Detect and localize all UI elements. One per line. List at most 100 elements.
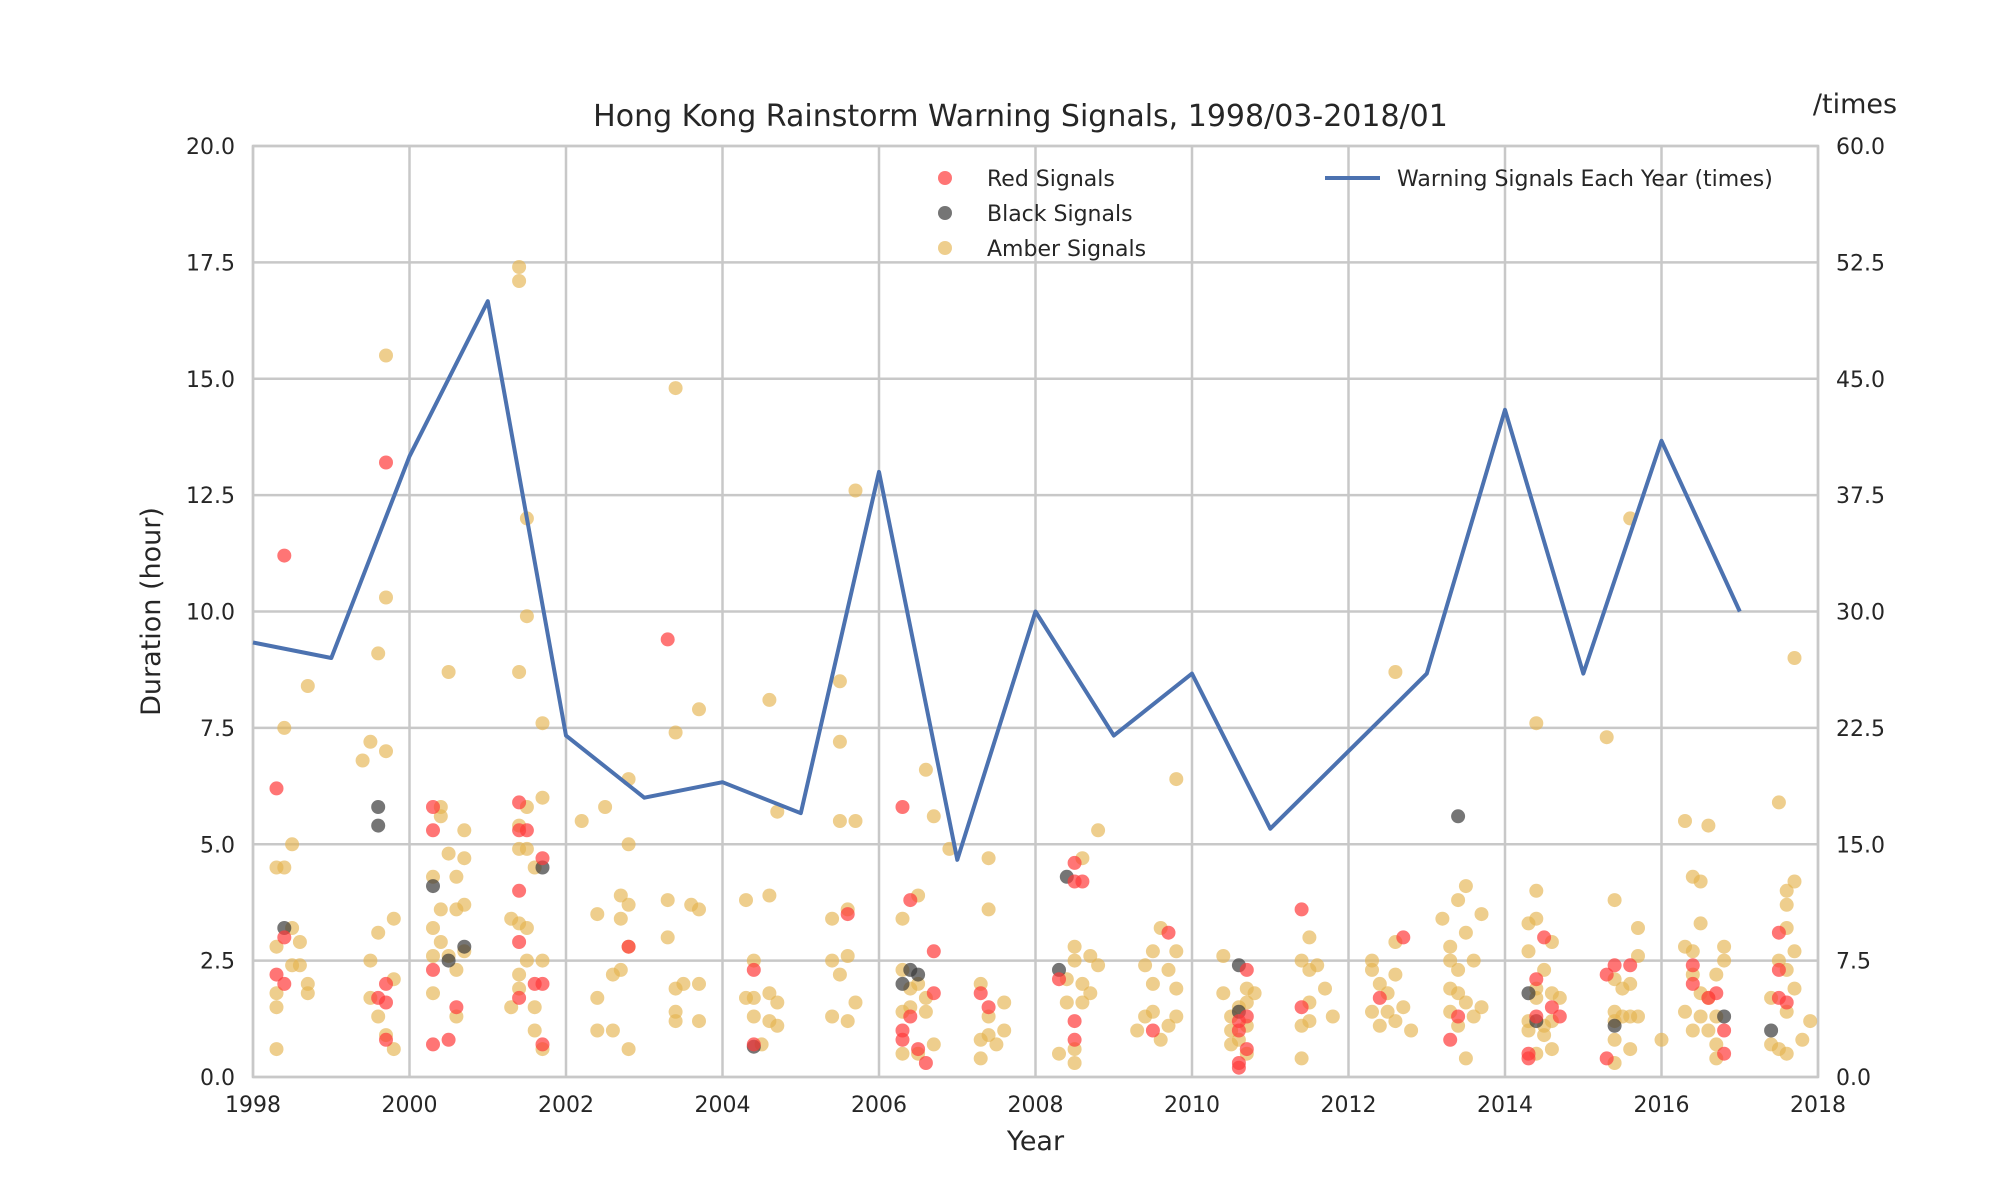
amber-signal-point	[1521, 944, 1536, 959]
amber-signal-point	[1599, 730, 1614, 745]
x-tick-label: 2002	[538, 1093, 594, 1118]
red-signal-point	[895, 1032, 910, 1047]
red-signal-point	[1537, 930, 1552, 945]
amber-signal-point	[1529, 883, 1544, 898]
amber-signal-point	[269, 1000, 284, 1015]
legend-label-black: Black Signals	[987, 202, 1133, 227]
amber-signal-point	[285, 837, 300, 852]
line-layer	[252, 299, 1742, 862]
red-signal-point	[903, 893, 918, 908]
amber-signal-point	[379, 590, 393, 605]
amber-signal-point	[441, 846, 456, 861]
red-signal-point	[903, 1009, 918, 1024]
amber-signal-point	[1458, 1051, 1473, 1066]
amber-signal-point	[668, 381, 683, 396]
amber-signal-point	[692, 702, 706, 717]
amber-signal-point	[1310, 958, 1325, 973]
amber-signal-point	[512, 260, 527, 274]
amber-signal-point	[1365, 962, 1379, 977]
amber-signal-point	[895, 911, 910, 926]
amber-signal-point	[1216, 949, 1231, 963]
red-signal-point	[535, 1037, 550, 1052]
amber-signal-point	[355, 753, 370, 768]
amber-signal-point	[692, 902, 706, 917]
amber-signal-point	[1607, 1032, 1622, 1047]
amber-signal-point	[1474, 907, 1489, 922]
red-signal-point	[1544, 1000, 1559, 1015]
amber-signal-point	[840, 949, 855, 963]
y-tick-label: 15.0	[186, 368, 235, 393]
amber-signal-point	[1153, 1032, 1168, 1047]
amber-signal-point	[739, 893, 753, 908]
amber-signal-point	[1693, 874, 1708, 889]
amber-signal-point	[292, 958, 307, 973]
x-tick-label: 2010	[1164, 1093, 1220, 1118]
amber-signal-point	[825, 911, 840, 926]
amber-signal-point	[1779, 897, 1794, 912]
amber-signal-point	[1787, 981, 1802, 996]
legend-marker-black	[938, 206, 952, 220]
red-signal-point	[426, 800, 440, 814]
red-signal-point	[1239, 1009, 1254, 1024]
red-signal-point	[535, 976, 550, 991]
legend-marker-amber	[938, 241, 952, 255]
amber-signal-point	[1091, 958, 1106, 973]
legend-line: Warning Signals Each Year (times)	[1325, 167, 1773, 192]
amber-signal-point	[762, 986, 777, 1001]
amber-signal-point	[519, 921, 534, 935]
amber-signal-point	[379, 348, 393, 363]
red-signal-point	[1529, 1009, 1544, 1024]
amber-signal-point	[1623, 1042, 1638, 1057]
amber-signal-point	[1302, 1014, 1317, 1029]
x-tick-label: 2018	[1790, 1093, 1846, 1118]
y-tick-label: 0.0	[200, 1066, 235, 1091]
red-signal-point	[1231, 1060, 1246, 1075]
amber-signal-point	[1075, 976, 1090, 991]
black-signal-point	[371, 818, 386, 833]
red-signal-point	[1396, 930, 1411, 945]
amber-signal-point	[832, 734, 847, 749]
amber-signal-point	[590, 907, 605, 922]
red-signal-point	[746, 1037, 761, 1052]
red-signal-point	[449, 1000, 464, 1015]
amber-signal-point	[746, 990, 761, 1005]
red-signal-point	[660, 632, 675, 647]
red-signal-point	[1443, 1032, 1458, 1047]
amber-signal-point	[426, 921, 440, 935]
amber-signal-point	[660, 893, 675, 908]
amber-signal-point	[1052, 1046, 1066, 1061]
red-signal-point	[1145, 1023, 1160, 1038]
y2-tick-label: 45.0	[1836, 368, 1885, 393]
black-signal-point	[371, 800, 386, 814]
amber-signal-point	[997, 1023, 1012, 1038]
amber-signal-point	[1161, 1018, 1176, 1033]
amber-signal-point	[692, 1014, 706, 1029]
amber-signal-point	[1091, 823, 1106, 838]
red-signal-point	[512, 795, 527, 810]
red-signal-point	[379, 1032, 393, 1047]
amber-signal-point	[1443, 953, 1458, 968]
x-tick-label: 1998	[225, 1093, 281, 1118]
amber-signal-point	[848, 995, 863, 1010]
amber-signal-point	[1239, 995, 1254, 1010]
amber-signal-point	[1466, 953, 1481, 968]
amber-signal-point	[1803, 1014, 1818, 1029]
red-signal-point	[1075, 874, 1090, 889]
y-tick-label: 10.0	[186, 601, 235, 626]
amber-signal-point	[1083, 949, 1098, 963]
amber-signal-point	[269, 1042, 284, 1057]
amber-signal-point	[1717, 939, 1732, 954]
amber-signal-point	[1631, 921, 1645, 935]
red-signal-point	[1779, 995, 1794, 1010]
y2-axis-label: /times	[1813, 89, 1897, 120]
amber-signal-point	[441, 665, 456, 679]
amber-signal-point	[277, 720, 292, 735]
chart-title: Hong Kong Rainstorm Warning Signals, 199…	[593, 99, 1448, 134]
legend-marker-red	[938, 171, 952, 185]
amber-signal-point	[1779, 1046, 1794, 1061]
amber-signal-point	[973, 1051, 988, 1066]
amber-signal-point	[770, 1018, 785, 1033]
amber-signal-point	[832, 674, 847, 689]
red-signal-point	[1529, 972, 1544, 987]
black-signal-point	[1607, 1018, 1622, 1033]
